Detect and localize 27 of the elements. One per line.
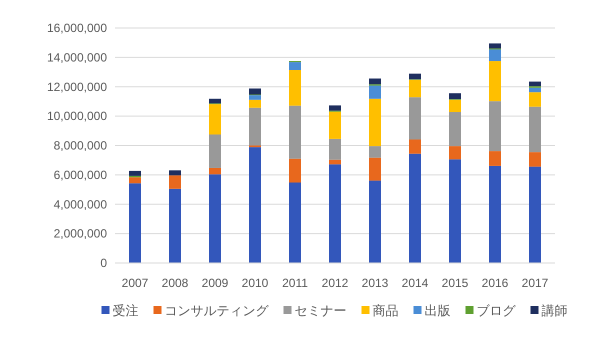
x-tick-label: 2009: [202, 276, 229, 290]
legend-label: コンサルティング: [164, 303, 270, 318]
x-tick-label: 2017: [522, 276, 549, 290]
legend-label: ブログ: [476, 303, 516, 318]
x-tick-label: 2015: [442, 276, 469, 290]
x-tick-label: 2013: [362, 276, 389, 290]
y-tick-label: 10,000,000: [46, 109, 108, 124]
legend-label: 受注: [112, 303, 138, 318]
y-tick-label: 0: [100, 256, 108, 270]
y-tick-label: 2,000,000: [54, 226, 108, 241]
x-tick-label: 2016: [482, 276, 509, 290]
y-tick-label: 6,000,000: [54, 168, 108, 182]
legend-label: セミナー: [294, 303, 346, 318]
x-tick-label: 2014: [402, 276, 429, 290]
y-tick-label: 12,000,000: [46, 80, 108, 94]
y-tick-label: 14,000,000: [46, 50, 108, 64]
y-tick-label: 16,000,000: [46, 21, 108, 35]
y-tick-label: 8,000,000: [54, 138, 108, 152]
legend-label: 出版: [424, 303, 450, 318]
y-tick-label: 4,000,000: [54, 197, 108, 212]
x-tick-label: 2008: [162, 276, 189, 290]
x-tick-label: 2010: [242, 276, 269, 290]
x-tick-label: 2007: [122, 276, 149, 290]
x-tick-label: 2012: [322, 276, 349, 290]
legend-label: 商品: [372, 303, 398, 318]
legend-label: 講師: [542, 303, 568, 318]
x-tick-label: 2011: [282, 276, 308, 290]
